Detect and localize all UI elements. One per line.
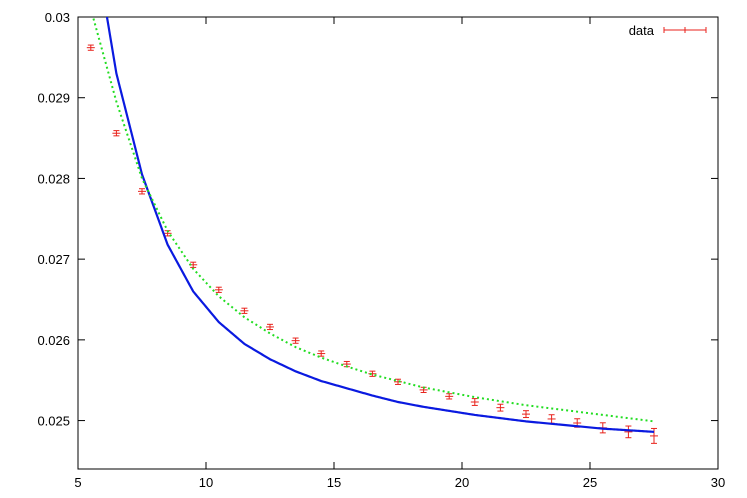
data-point — [522, 410, 530, 419]
x-tick-label: 10 — [199, 475, 213, 490]
data-point — [112, 130, 121, 137]
data-point — [624, 425, 633, 439]
data-point — [86, 44, 95, 51]
x-tick-label: 20 — [455, 475, 469, 490]
legend-label: data — [629, 23, 655, 38]
data-point — [470, 398, 479, 406]
x-tick-label: 25 — [583, 475, 597, 490]
legend: data — [629, 23, 707, 38]
series-layer — [86, 17, 658, 444]
data-point — [266, 323, 274, 331]
x-tick-label: 5 — [74, 475, 81, 490]
fit-curve-solid — [105, 17, 655, 433]
x-tick-label: 30 — [711, 475, 725, 490]
data-point — [547, 414, 556, 424]
data-point — [445, 393, 454, 400]
y-tick-label: 0.027 — [37, 252, 70, 267]
plot-frame — [77, 16, 719, 470]
data-point — [240, 307, 249, 314]
data-point — [214, 286, 223, 293]
data-point — [496, 403, 505, 412]
axis-ticks: 5 10 15 20 25 30 0.025 0.026 0.027 0.028 0.029 0.03 — [37, 10, 725, 490]
y-tick-label: 0.026 — [37, 333, 70, 348]
data-point — [138, 188, 146, 195]
y-tick-label: 0.029 — [37, 91, 70, 106]
y-tick-label: 0.03 — [45, 10, 70, 25]
data-point — [291, 337, 300, 344]
x-tick-label: 15 — [327, 475, 341, 490]
y-tick-label: 0.028 — [37, 171, 70, 186]
fit-curve-dotted — [91, 17, 655, 423]
y-tick-label: 0.025 — [37, 414, 70, 429]
